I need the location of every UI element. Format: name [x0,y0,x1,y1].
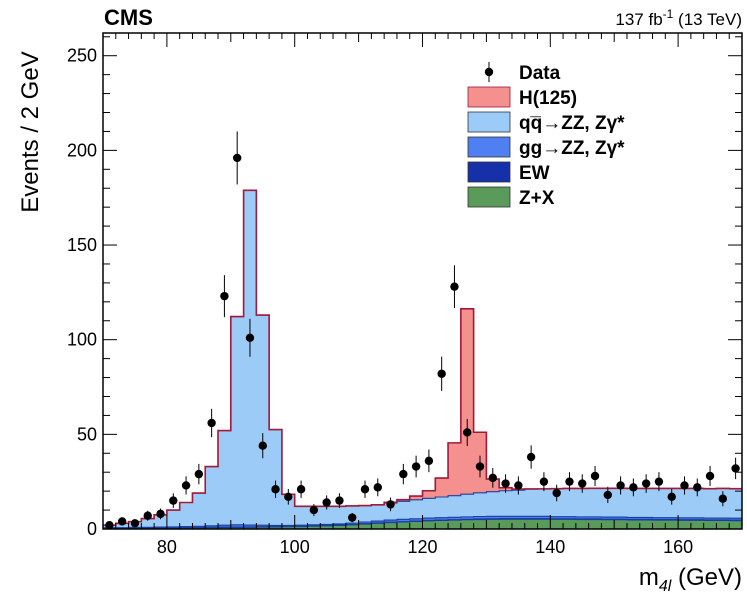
legend-swatch-qqzz [467,111,511,133]
data-point [386,500,395,509]
data-point [488,473,497,483]
data-point [450,282,459,291]
plot-frame [102,32,743,530]
data-point [309,505,319,515]
legend-label: gg→ZZ, Zγ* [519,138,625,159]
data-point [705,471,715,481]
data-point [667,492,676,502]
data-point [207,418,216,428]
data-point [399,469,408,479]
data-point [335,496,344,505]
data-point [526,452,536,462]
y-tick-label: 200 [67,140,97,160]
data-point [117,517,127,526]
data-point [360,485,370,494]
data-point [463,428,472,437]
data-point [348,513,357,522]
data-point [475,462,485,471]
data-point [130,519,140,528]
data-point [373,483,382,492]
data-point [501,479,510,488]
data-point [143,511,152,520]
y-tick-label: 50 [77,424,97,444]
data-point [437,369,446,378]
data-point [169,496,178,505]
data-point [194,469,204,479]
data-point [641,479,651,488]
data-point [424,456,434,466]
data-point [731,464,740,473]
luminosity-label: 137 fb-1 (13 TeV) [615,7,742,29]
data-point [258,441,267,450]
legend-label: H(125) [519,88,577,109]
legend-swatch-h125 [467,86,511,108]
legend-label: qq̅→ZZ, Zγ* [519,113,625,134]
data-point [616,481,625,490]
legend-label: Z+X [519,188,555,209]
data-points [105,131,740,530]
data-point [718,494,728,503]
x-tick-label: 140 [535,537,565,557]
data-point [693,483,702,492]
legend-label: EW [519,163,550,184]
axis-ticks: 80 100 120 140 160 0 50 100 150 200 250 [67,33,743,557]
legend-label: Data [519,63,561,84]
x-tick-label: 100 [280,537,310,557]
data-point [578,479,587,488]
data-point [552,488,561,498]
x-tick-label: 80 [157,537,177,557]
data-point [296,485,306,494]
x-tick-label: 160 [663,537,693,557]
legend-data-marker [484,67,494,77]
data-point [514,481,523,490]
legend-swatch-zx [467,186,511,208]
data-point [245,333,255,342]
x-axis-title: m4l (GeV) [639,564,742,593]
data-point [565,477,574,486]
x-tick-label: 120 [407,537,437,557]
experiment-label: CMS [104,5,153,30]
y-tick-label: 100 [67,330,97,350]
y-tick-label: 250 [67,46,97,66]
data-point [232,153,242,163]
data-point [181,481,191,490]
data-point [539,477,549,486]
data-point [271,485,280,494]
data-point [284,492,293,502]
data-point [105,521,114,530]
data-point [590,471,600,481]
legend-swatch-ggzz [467,136,511,158]
y-tick-label: 150 [67,235,97,255]
y-tick-label: 0 [87,519,97,539]
data-point [411,462,421,471]
legend: Data H(125) qq̅→ZZ, Zγ* gg→ZZ, Zγ* EW Z+X [467,62,625,209]
data-point [322,498,331,507]
data-point [220,291,229,301]
data-point [603,490,613,500]
y-axis-title: Events / 2 GeV [17,51,44,212]
data-point [156,509,165,519]
data-point [654,477,664,486]
data-point [629,483,638,492]
data-point [680,481,689,490]
legend-swatch-ew [467,161,511,183]
